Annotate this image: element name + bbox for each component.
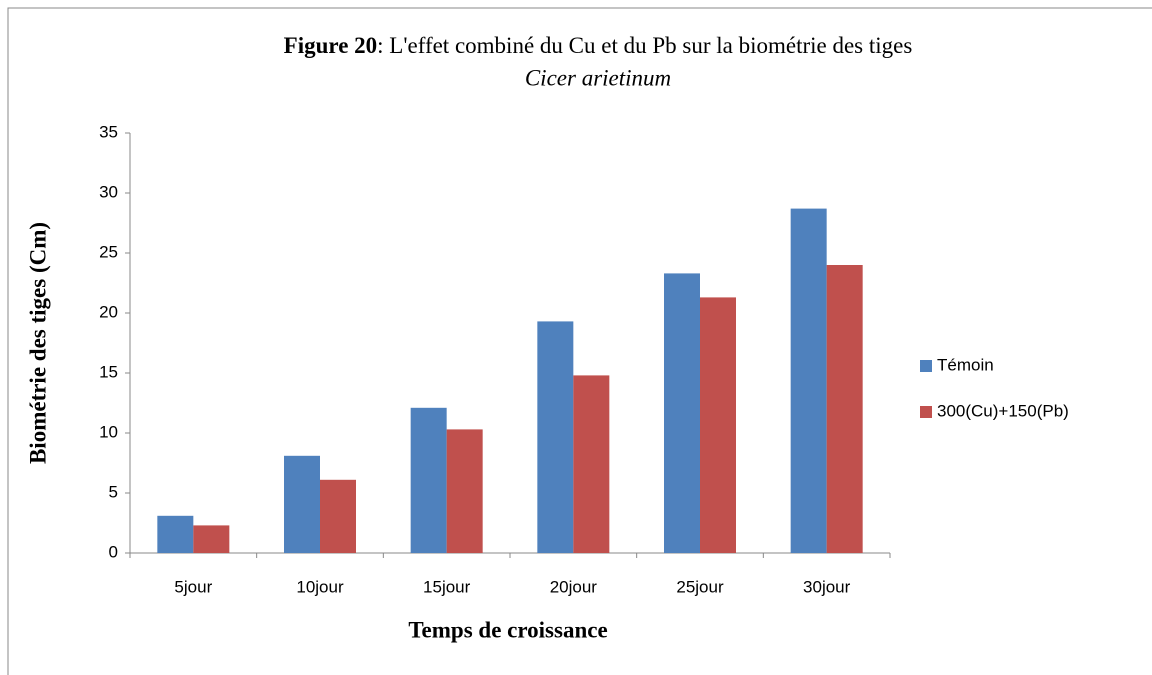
y-tick-label: 25 (99, 242, 118, 261)
bar (664, 273, 700, 553)
chart-title: Figure 20: L'effet combiné du Cu et du P… (284, 33, 913, 58)
y-tick-label: 5 (109, 482, 118, 501)
bar (284, 455, 320, 553)
bar (826, 265, 863, 553)
x-tick-label: 10jour (296, 577, 344, 596)
legend-swatch (920, 360, 932, 372)
legend-label: Témoin (937, 355, 994, 374)
legend-label: 300(Cu)+150(Pb) (937, 401, 1069, 420)
bar (446, 429, 483, 553)
x-tick-label: 25jour (676, 577, 724, 596)
bar (157, 515, 194, 553)
bar (537, 321, 574, 553)
bar (573, 375, 610, 553)
bar (700, 297, 736, 553)
y-tick-label: 20 (99, 302, 118, 321)
title-rest: : L'effet combiné du Cu et du Pb sur la … (377, 33, 912, 58)
y-tick-label: 0 (109, 542, 118, 561)
x-tick-label: 20jour (550, 577, 598, 596)
title-bold: Figure 20 (284, 33, 377, 58)
y-tick-label: 15 (99, 362, 118, 381)
bar (410, 407, 447, 553)
y-tick-label: 10 (99, 422, 118, 441)
x-tick-label: 15jour (423, 577, 471, 596)
x-tick-label: 30jour (803, 577, 851, 596)
x-tick-label: 5jour (174, 577, 212, 596)
y-axis-title: Biométrie des tiges (Cm) (25, 222, 50, 464)
bar (320, 479, 356, 553)
chart-subtitle: Cicer arietinum (525, 65, 671, 90)
y-tick-label: 35 (99, 122, 118, 141)
y-tick-label: 30 (99, 182, 118, 201)
x-axis-title: Temps de croissance (408, 617, 607, 642)
bar (193, 525, 230, 553)
bar (790, 208, 827, 553)
legend-swatch (920, 406, 932, 418)
chart-frame (7, 7, 1152, 675)
